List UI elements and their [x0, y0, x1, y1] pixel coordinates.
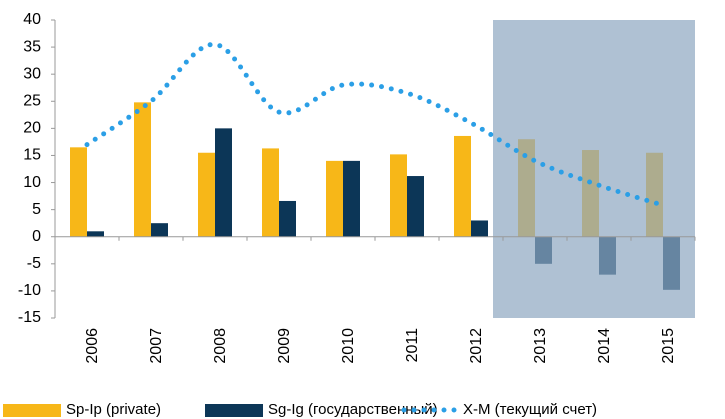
- bar: [87, 231, 104, 237]
- legend-label: Sg-Ig (государственный): [268, 401, 438, 418]
- bar: [215, 128, 232, 237]
- forecast-shade: [493, 20, 695, 318]
- x-tick-label: 2013: [532, 328, 549, 364]
- bar: [326, 160, 343, 237]
- y-tick-label: -5: [27, 255, 41, 272]
- y-tick-label: 5: [32, 201, 41, 218]
- bar: [454, 135, 471, 237]
- legend-label: X-M (текущий счет): [463, 401, 597, 418]
- y-tick-label: 15: [23, 147, 41, 164]
- y-tick-label: 40: [23, 11, 41, 28]
- x-tick-label: 2014: [596, 328, 613, 364]
- bar: [151, 223, 168, 237]
- bar: [262, 148, 279, 237]
- x-tick-label: 2009: [276, 328, 293, 364]
- y-tick-label: -10: [18, 282, 41, 299]
- x-tick-label: 2015: [660, 328, 677, 364]
- bar: [390, 154, 407, 237]
- bar: [134, 102, 151, 237]
- bar: [407, 176, 424, 237]
- x-tick-label: 2010: [340, 328, 357, 364]
- x-tick-label: 2011: [404, 328, 421, 363]
- bar: [471, 220, 488, 237]
- bar: [279, 200, 296, 237]
- y-tick-label: 20: [23, 120, 41, 137]
- legend-swatch: [205, 404, 263, 417]
- bar: [198, 152, 215, 237]
- legend-swatch: [3, 404, 61, 417]
- x-tick-label: 2006: [84, 328, 101, 364]
- y-tick-label: 0: [32, 228, 41, 245]
- y-tick-label: -15: [18, 309, 41, 326]
- x-tick-label: 2007: [148, 328, 165, 364]
- y-tick-label: 10: [23, 174, 41, 191]
- x-tick-label: 2008: [212, 328, 229, 364]
- y-tick-label: 35: [23, 38, 41, 55]
- bar: [343, 160, 360, 237]
- y-tick-label: 30: [23, 65, 41, 82]
- y-tick-label: 25: [23, 92, 41, 109]
- line: [84, 41, 666, 208]
- legend-label: Sp-Ip (private): [66, 401, 161, 418]
- x-tick-label: 2012: [468, 328, 485, 364]
- bar: [70, 147, 87, 237]
